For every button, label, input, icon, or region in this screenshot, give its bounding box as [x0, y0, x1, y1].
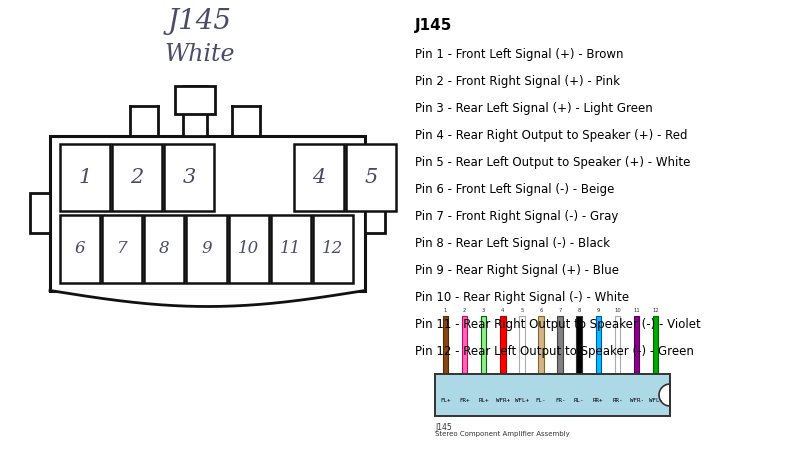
Text: Pin 6 - Front Left Signal (-) - Beige: Pin 6 - Front Left Signal (-) - Beige: [415, 183, 614, 196]
Bar: [112, 144, 162, 211]
Bar: [229, 215, 269, 283]
Text: Pin 4 - Rear Right Output to Speaker (+) - Red: Pin 4 - Rear Right Output to Speaker (+)…: [415, 129, 687, 142]
Text: 8: 8: [159, 240, 170, 257]
Text: 2: 2: [463, 308, 466, 313]
Text: 8: 8: [578, 308, 581, 313]
Bar: [634, 316, 639, 374]
Bar: [30, 193, 50, 233]
Polygon shape: [659, 374, 670, 416]
Bar: [558, 316, 563, 374]
Text: 5: 5: [364, 168, 378, 187]
Text: RL-: RL-: [574, 397, 585, 402]
Text: RR+: RR+: [593, 397, 604, 402]
Text: WFR+: WFR+: [496, 397, 510, 402]
Bar: [577, 316, 582, 374]
Text: 1: 1: [78, 168, 92, 187]
Text: 4: 4: [312, 168, 326, 187]
Text: FL-: FL-: [536, 397, 546, 402]
Text: 7: 7: [117, 240, 127, 257]
Text: FL+: FL+: [440, 397, 450, 402]
Bar: [462, 316, 467, 374]
Bar: [365, 193, 385, 233]
Text: J145: J145: [168, 8, 232, 35]
Text: 4: 4: [501, 308, 505, 313]
Text: Stereo Component Amplifier Assembly: Stereo Component Amplifier Assembly: [435, 431, 570, 437]
Text: 12: 12: [652, 308, 659, 313]
Bar: [50, 136, 365, 291]
Bar: [442, 316, 448, 374]
Bar: [60, 215, 100, 283]
Text: WFL+: WFL+: [515, 397, 529, 402]
Text: 11: 11: [633, 308, 640, 313]
Text: 11: 11: [280, 240, 302, 257]
Text: Pin 8 - Rear Left Signal (-) - Black: Pin 8 - Rear Left Signal (-) - Black: [415, 237, 610, 250]
Text: Pin 3 - Rear Left Signal (+) - Light Green: Pin 3 - Rear Left Signal (+) - Light Gre…: [415, 102, 653, 115]
Text: Pin 10 - Rear Right Signal (-) - White: Pin 10 - Rear Right Signal (-) - White: [415, 291, 629, 304]
Bar: [175, 86, 215, 114]
Bar: [538, 316, 544, 374]
Text: 6: 6: [74, 240, 86, 257]
Bar: [102, 215, 142, 283]
Text: 12: 12: [322, 240, 343, 257]
Bar: [313, 215, 353, 283]
Text: 9: 9: [201, 240, 212, 257]
Text: Pin 2 - Front Right Signal (+) - Pink: Pin 2 - Front Right Signal (+) - Pink: [415, 75, 620, 88]
Text: Pin 1 - Front Left Signal (+) - Brown: Pin 1 - Front Left Signal (+) - Brown: [415, 48, 623, 61]
Bar: [653, 316, 658, 374]
Text: 7: 7: [558, 308, 562, 313]
Text: FR+: FR+: [459, 397, 470, 402]
Bar: [164, 144, 214, 211]
Text: RL+: RL+: [478, 397, 489, 402]
Bar: [614, 316, 620, 374]
Text: 6: 6: [539, 308, 542, 313]
Text: White: White: [165, 43, 235, 66]
Text: WFL-: WFL-: [649, 397, 662, 402]
Polygon shape: [50, 291, 365, 307]
Text: Pin 7 - Front Right Signal (-) - Gray: Pin 7 - Front Right Signal (-) - Gray: [415, 210, 618, 223]
Text: Pin 12 - Rear Left Output to Speaker (-) - Green: Pin 12 - Rear Left Output to Speaker (-)…: [415, 345, 694, 358]
Bar: [500, 316, 506, 374]
Text: Pin 11 - Rear Right Output to Speaker (-) - Violet: Pin 11 - Rear Right Output to Speaker (-…: [415, 318, 701, 331]
Bar: [144, 215, 185, 283]
Text: Pin 5 - Rear Left Output to Speaker (+) - White: Pin 5 - Rear Left Output to Speaker (+) …: [415, 156, 690, 169]
Bar: [346, 144, 396, 211]
Text: FR-: FR-: [555, 397, 566, 402]
Text: WFR-: WFR-: [630, 397, 643, 402]
Text: J145: J145: [435, 423, 452, 432]
Text: RR-: RR-: [612, 397, 622, 402]
Text: 2: 2: [130, 168, 144, 187]
Bar: [186, 215, 226, 283]
Text: 5: 5: [520, 308, 524, 313]
Text: J145: J145: [415, 18, 452, 33]
Bar: [481, 316, 486, 374]
Text: 9: 9: [597, 308, 600, 313]
Bar: [435, 374, 670, 416]
Bar: [183, 86, 207, 136]
Bar: [270, 215, 311, 283]
Text: 3: 3: [482, 308, 486, 313]
Bar: [596, 316, 601, 374]
Bar: [519, 316, 525, 374]
Bar: [60, 144, 110, 211]
Text: 10: 10: [238, 240, 259, 257]
Text: Pin 9 - Rear Right Signal (+) - Blue: Pin 9 - Rear Right Signal (+) - Blue: [415, 264, 619, 277]
Bar: [294, 144, 344, 211]
Text: 10: 10: [614, 308, 621, 313]
Text: 1: 1: [444, 308, 447, 313]
Text: 3: 3: [182, 168, 196, 187]
